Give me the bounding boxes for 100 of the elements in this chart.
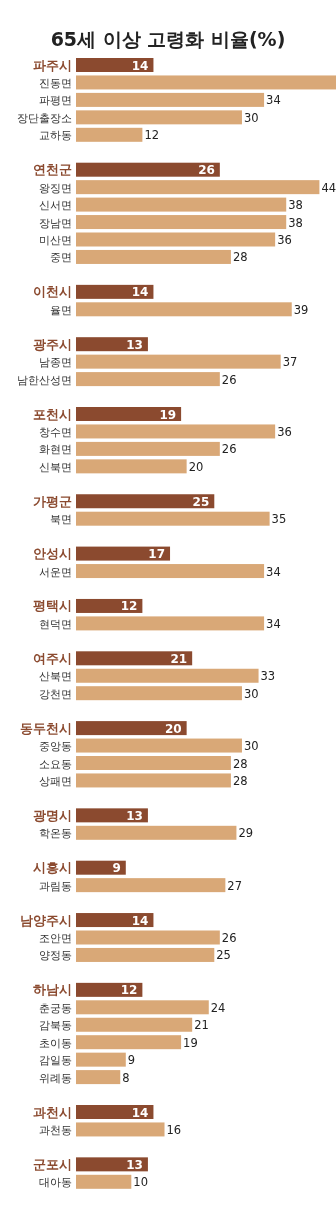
data-label: 13 — [126, 337, 143, 352]
bar: 장남면 38 — [39, 215, 303, 230]
y-tick-label: 강천면 — [39, 687, 72, 700]
y-tick-label: 평택시 — [33, 598, 72, 614]
data-label: 35 — [271, 512, 287, 527]
data-label: 20 — [164, 721, 182, 736]
y-tick-label: 군포시 — [33, 1156, 72, 1172]
data-label: 26 — [221, 372, 237, 387]
y-tick-label: 파주시 — [33, 57, 72, 73]
data-label: 8 — [122, 1070, 130, 1085]
bar: 북면 35 — [50, 511, 287, 527]
y-tick-label: 남한산성면 — [17, 373, 72, 386]
y-tick-label: 가평군 — [33, 493, 72, 509]
data-label: 14 — [131, 58, 149, 73]
data-label: 30 — [243, 110, 259, 125]
y-tick-label: 연천군 — [33, 162, 72, 178]
data-label: 30 — [243, 739, 259, 754]
bar: 왕징면 44 — [39, 180, 336, 195]
y-tick-label: 진동면 — [39, 76, 72, 89]
y-tick-label: 안성시 — [33, 546, 72, 562]
y-tick-label: 과림동 — [39, 879, 72, 892]
y-tick-label: 조안면 — [39, 932, 72, 944]
y-tick-label: 광명시 — [33, 807, 72, 823]
y-tick-label: 과천동 — [39, 1123, 72, 1136]
y-tick-label: 여주시 — [33, 650, 72, 666]
data-label: 19 — [159, 407, 177, 422]
y-tick-label: 광주시 — [33, 336, 72, 352]
data-label: 26 — [221, 442, 237, 457]
bar: 평택시 12 — [33, 598, 143, 614]
data-label: 13 — [126, 808, 143, 823]
data-label: 33 — [260, 669, 276, 684]
data-label: 27 — [227, 878, 242, 893]
y-tick-label: 춘궁동 — [39, 1001, 72, 1014]
y-tick-label: 상패면 — [39, 774, 72, 787]
bar: 이천시 14 — [33, 284, 154, 300]
data-label: 20 — [188, 459, 204, 474]
bar: 진동면 — [39, 75, 336, 90]
bar: 연천군 26 — [33, 162, 220, 178]
bar: 파평면 34 — [39, 92, 281, 108]
y-tick-label: 중앙동 — [39, 740, 72, 753]
data-label: 26 — [221, 931, 237, 945]
bar: 군포시 13 — [33, 1156, 148, 1172]
data-label: 16 — [166, 1122, 182, 1137]
bar: 신북면 20 — [39, 459, 204, 474]
bar: 학온동 29 — [39, 825, 254, 841]
data-label: 28 — [232, 756, 248, 771]
y-tick-label: 시흥시 — [33, 860, 72, 876]
y-tick-label: 산북면 — [39, 670, 72, 683]
data-label: 13 — [126, 1157, 143, 1172]
chart-title: 65세 이상 고령화 비율(%) — [50, 28, 286, 50]
bar: 중면 28 — [50, 249, 248, 265]
bar: 과천시 14 — [33, 1104, 154, 1120]
data-label: 21 — [170, 651, 188, 666]
y-tick-label: 남양주시 — [20, 912, 72, 928]
y-tick-label: 감북동 — [39, 1019, 72, 1032]
y-tick-label: 미산면 — [39, 234, 72, 246]
bar: 신서면 38 — [39, 197, 303, 213]
data-label: 14 — [131, 1105, 149, 1120]
data-label: 44 — [321, 180, 336, 195]
bar: 안성시 17 — [33, 546, 171, 562]
bar: 창수면 36 — [39, 424, 292, 439]
y-tick-label: 초이동 — [39, 1036, 72, 1049]
y-tick-label: 왕징면 — [39, 181, 72, 194]
data-label: 12 — [144, 128, 160, 143]
bar: 소요동 28 — [39, 756, 248, 771]
bar: 남종면 37 — [39, 354, 298, 370]
data-label: 39 — [293, 302, 309, 317]
y-tick-label: 포천시 — [33, 406, 72, 422]
y-tick-label: 율면 — [50, 303, 72, 316]
data-label: 9 — [127, 1053, 136, 1068]
data-label: 12 — [120, 599, 138, 614]
y-tick-label: 소요동 — [39, 757, 72, 770]
y-tick-label: 이천시 — [33, 284, 72, 300]
data-label: 38 — [288, 198, 303, 213]
bar: 교하동 12 — [39, 127, 159, 143]
data-label: 34 — [266, 616, 281, 631]
bar: 광주시 13 — [33, 336, 148, 352]
y-tick-label: 장단출장소 — [17, 111, 72, 124]
bar: 중앙동 30 — [39, 738, 259, 754]
bar: 과림동 27 — [39, 878, 242, 893]
y-tick-label: 창수면 — [39, 425, 72, 438]
y-tick-label: 북면 — [50, 513, 72, 526]
bar: 감일동 9 — [39, 1052, 136, 1068]
bar: 남양주시 14 — [20, 912, 154, 928]
data-label: 34 — [266, 93, 281, 108]
bar: 춘궁동 24 — [39, 1000, 226, 1015]
bar: 과천동 16 — [39, 1122, 182, 1137]
data-label: 37 — [282, 355, 298, 370]
data-label: 30 — [243, 686, 259, 701]
y-tick-label: 학온동 — [39, 827, 72, 840]
bar: 화현면 26 — [39, 441, 237, 457]
data-label: 10 — [133, 1175, 148, 1190]
bar: 미산면 36 — [39, 232, 292, 247]
bar: 파주시 14 — [33, 57, 154, 73]
bar: 조안면 26 — [39, 930, 237, 945]
y-tick-label: 과천시 — [33, 1104, 72, 1120]
data-label: 25 — [192, 494, 210, 509]
data-label: 28 — [232, 250, 248, 265]
bar: 산북면 33 — [39, 668, 276, 684]
data-label: 9 — [112, 861, 121, 876]
